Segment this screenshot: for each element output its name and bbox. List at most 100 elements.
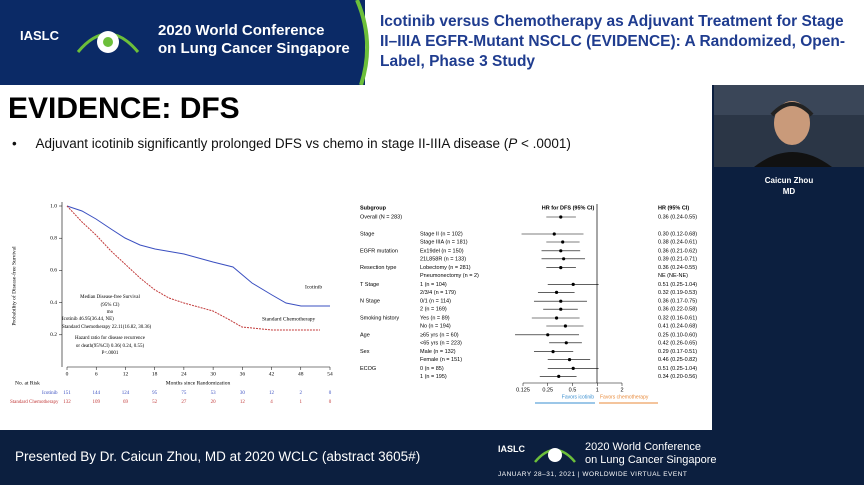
forest-header: HR for DFS (95% CI): [542, 205, 595, 211]
forest-point: [554, 316, 559, 320]
forest-row-label: Male (n = 132): [420, 349, 456, 355]
km-x-tick-label: 36: [240, 371, 246, 377]
km-curve-icotinib: [66, 205, 330, 307]
forest-x-tick-label: 2: [620, 387, 623, 393]
forest-hr-label: 0.36 (0.22-0.58): [658, 307, 697, 313]
km-y-label: Probability of Disease-free Survival: [10, 246, 17, 326]
risk-count: 30: [240, 391, 246, 396]
forest-group: ECOG: [360, 366, 376, 372]
forest-point: [554, 290, 559, 294]
risk-count: 75: [181, 391, 187, 396]
forest-hr-label: 0.25 (0.10-0.60): [658, 332, 697, 338]
km-legend-line: Icotinib 46.95(36.44, NE): [62, 317, 114, 322]
forest-row-label: Female (n = 151): [420, 357, 462, 363]
forest-row-label: Ex19del (n = 150): [420, 248, 464, 254]
risk-count: 69: [123, 400, 129, 405]
km-x-tick-label: 30: [210, 371, 216, 377]
km-x-label: Months since Randomization: [166, 380, 231, 386]
forest-row-label: 2/3/4 (n = 179): [420, 290, 456, 296]
forest-group: EGFR mutation: [360, 248, 398, 254]
forest-point: [563, 324, 568, 328]
forest-row-label: 0 (n = 85): [420, 366, 444, 372]
km-x-tick-label: 54: [327, 371, 333, 377]
risk-count: 124: [122, 391, 130, 396]
forest-header: HR (95% CI): [658, 205, 689, 211]
header-band: [0, 0, 365, 85]
risk-count: 151: [63, 391, 71, 396]
bullet: • Adjuvant icotinib significantly prolon…: [12, 136, 571, 151]
favors-right: Favors chemotherapy: [600, 394, 649, 400]
forest-point: [559, 249, 563, 253]
forest-group: Smoking history: [360, 315, 399, 321]
footer-logo-text: 2020 World Conference on Lung Cancer Sing…: [585, 441, 716, 467]
logo-line: on Lung Cancer Singapore: [158, 40, 350, 57]
presented-by: Presented By Dr. Caicun Zhou, MD at 2020…: [15, 449, 421, 464]
speaker-video: [714, 85, 864, 167]
forest-group: Sex: [360, 349, 370, 355]
bullet-italic: P: [508, 136, 518, 151]
bullet-text: Adjuvant icotinib significantly prolonge…: [35, 136, 509, 151]
footer-logo-icon: [534, 448, 576, 463]
forest-group: Age: [360, 332, 370, 338]
km-curve-chemo: [66, 205, 320, 331]
km-legend-line: Standard Chemotherapy 22.11(16.82, 30.36…: [62, 325, 151, 330]
km-curve-label: Standard Chemotherapy: [262, 316, 316, 322]
km-legend-line: Hazard ratio for disease recurrence: [75, 336, 146, 341]
forest-header: Subgroup: [360, 205, 387, 211]
km-legend-line: or death(95%CI) 0.36( 0.24, 0.55): [76, 344, 145, 349]
forest-row-label: 21L858R (n = 133): [420, 256, 466, 262]
risk-count: 144: [92, 391, 100, 396]
forest-x-tick-label: 1: [596, 387, 599, 393]
risk-count: 53: [211, 391, 217, 396]
risk-count: 12: [269, 391, 275, 396]
forest-point: [551, 350, 555, 354]
logo-line: 2020 World Conference: [158, 22, 325, 39]
forest-hr-label: NE (NE-NE): [658, 273, 688, 279]
risk-count: 27: [181, 400, 187, 405]
km-legend-line: Median Disease-free Survival: [80, 295, 140, 300]
km-legend-line: P<.0001: [102, 351, 119, 356]
forest-hr-label: 0.36 (0.24-0.55): [658, 265, 697, 271]
forest-point: [559, 299, 563, 303]
forest-point: [571, 282, 575, 286]
risk-count: 132: [63, 400, 71, 405]
footer-logo-line: 2020 World Conference: [585, 441, 701, 453]
risk-count: 1: [300, 400, 303, 405]
forest-point: [571, 366, 575, 370]
figure: 0.20.40.60.81.00 6 12 18 24 30 36 42 48 54Probabi…: [10, 202, 697, 405]
footer-logo-text: IASLC: [498, 444, 525, 454]
forest-hr-label: 0.51 (0.25-1.04): [658, 282, 697, 288]
forest-hr-label: 0.46 (0.25-0.82): [658, 357, 697, 363]
forest-point: [562, 257, 566, 261]
km-x-tick-label: 0: [66, 371, 69, 377]
risk-count: 20: [211, 400, 217, 405]
logo-text: 2020 World Conference on Lung Cancer Sing…: [158, 22, 350, 58]
km-y-tick-label: 0.8: [50, 235, 57, 241]
forest-hr-label: 0.32 (0.16-0.61): [658, 315, 697, 321]
video-frame: [714, 85, 864, 167]
forest-hr-label: 0.30 (0.12-0.68): [658, 231, 697, 237]
favors-left: Favors icotinib: [562, 394, 594, 400]
logo-icon: [76, 31, 140, 53]
speaker-name: Caicun Zhou: [764, 176, 814, 185]
km-y-tick-label: 1.0: [50, 203, 57, 209]
forest-x-tick-label: 0.5: [569, 387, 577, 393]
risk-count: 12: [240, 400, 246, 405]
km-x-tick-label: 42: [269, 371, 275, 377]
forest-group: Resection type: [360, 265, 396, 271]
risk-title: No. at Risk: [15, 380, 40, 386]
forest-hr-label: 0.29 (0.17-0.51): [658, 349, 697, 355]
forest-hr-label: 0.32 (0.19-0.53): [658, 290, 697, 296]
slide-title: EVIDENCE: DFS: [8, 92, 240, 125]
forest-point: [564, 341, 568, 345]
km-x-tick-label: 24: [181, 371, 187, 377]
forest-row-label: Lobectomy (n = 281): [420, 265, 471, 271]
logo-text: IASLC: [20, 28, 59, 43]
forest-hr-label: 0.39 (0.21-0.71): [658, 256, 697, 262]
risk-row-name: Standard Chemotherapy: [10, 400, 59, 405]
forest-point: [567, 358, 572, 362]
forest-row-label: Overall (N = 283): [360, 214, 402, 220]
header-divider: [355, 0, 370, 85]
risk-count: 109: [92, 400, 100, 405]
forest-row-label: Pneumonectomy (n = 2): [420, 273, 479, 279]
